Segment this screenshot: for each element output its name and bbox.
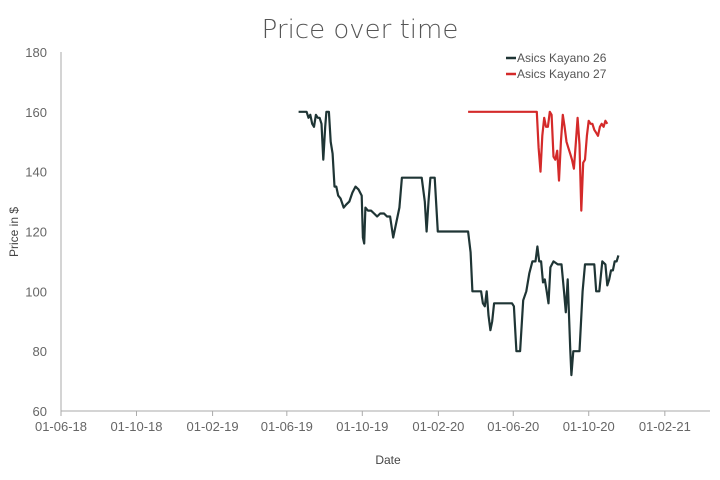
y-tick-label: 160	[25, 105, 47, 120]
series-line-2	[468, 110, 609, 212]
y-tick-label: 140	[25, 165, 47, 180]
y-tick-label: 100	[25, 284, 47, 299]
x-tick-label: 01-06-19	[261, 419, 313, 434]
chart-title: Price over time	[262, 15, 459, 45]
legend: Asics Kayano 26 Asics Kayano 27	[506, 51, 607, 81]
x-tick-label: 01-06-18	[35, 419, 87, 434]
x-axis-label: Date	[375, 453, 401, 467]
y-tick-label: 60	[33, 404, 47, 419]
series-layer	[298, 110, 620, 377]
x-tick-label: 01-02-19	[187, 419, 239, 434]
y-tick-label: 120	[25, 225, 47, 240]
series-line-1	[298, 110, 620, 377]
x-tick-label: 01-02-20	[412, 419, 464, 434]
x-tick-label: 01-06-20	[487, 419, 539, 434]
x-tick-label: 01-02-21	[639, 419, 691, 434]
x-tick-label: 01-10-20	[563, 419, 615, 434]
y-axis-label: Price in $	[7, 207, 21, 257]
axes: 60 80 100 120 140 160 180 01-06-18 01-10-18 01-02…	[25, 45, 710, 434]
y-tick-label: 80	[33, 344, 47, 359]
x-tick-label: 01-10-18	[110, 419, 162, 434]
legend-label-2: Asics Kayano 27	[517, 67, 607, 81]
x-tick-label: 01-10-19	[336, 419, 388, 434]
y-tick-label: 180	[25, 45, 47, 60]
legend-label-1: Asics Kayano 26	[517, 51, 607, 65]
